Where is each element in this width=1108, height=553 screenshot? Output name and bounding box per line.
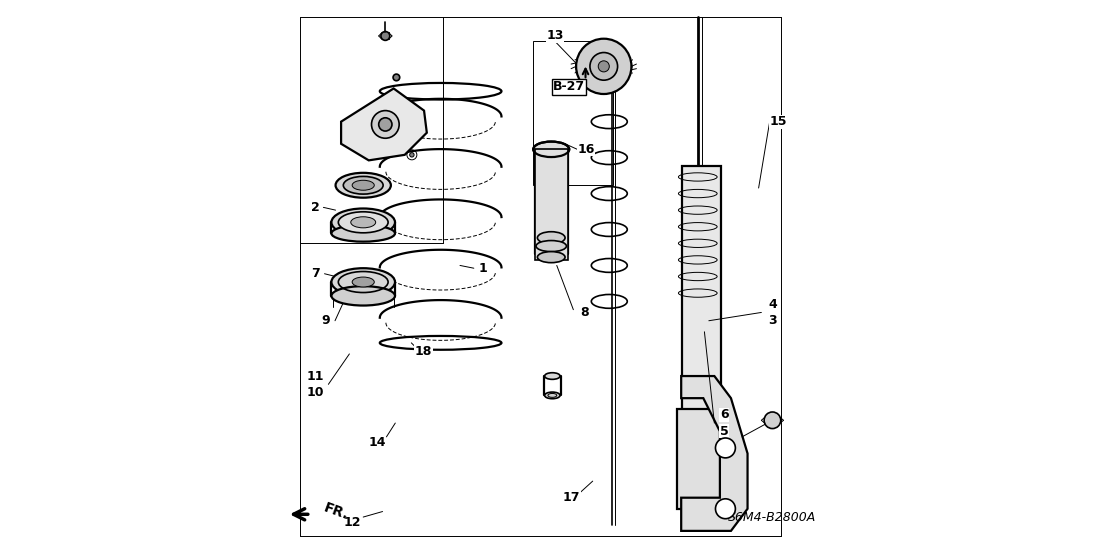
Text: 10: 10 (306, 386, 324, 399)
Circle shape (381, 32, 390, 40)
Text: 6: 6 (720, 408, 729, 421)
Circle shape (576, 39, 632, 94)
Ellipse shape (576, 55, 632, 77)
Text: 4: 4 (768, 298, 777, 311)
Text: 14: 14 (368, 436, 386, 449)
Text: 3: 3 (768, 314, 777, 327)
Circle shape (371, 111, 399, 138)
Text: 9: 9 (321, 314, 330, 327)
Ellipse shape (331, 225, 396, 242)
Text: 16: 16 (577, 143, 595, 156)
Ellipse shape (536, 241, 566, 252)
Ellipse shape (545, 392, 560, 399)
Polygon shape (681, 376, 748, 531)
Circle shape (716, 499, 736, 519)
Text: 12: 12 (343, 516, 361, 529)
Text: 11: 11 (306, 369, 324, 383)
Text: 2: 2 (310, 201, 319, 214)
Bar (683, 166, 721, 415)
Circle shape (589, 53, 617, 80)
Text: 1: 1 (479, 262, 488, 275)
Text: FR.: FR. (321, 500, 351, 523)
Ellipse shape (331, 268, 396, 296)
Text: S6M4-B2800A: S6M4-B2800A (728, 510, 817, 524)
Text: 13: 13 (546, 29, 564, 43)
Text: 17: 17 (563, 491, 581, 504)
Ellipse shape (331, 286, 396, 305)
FancyArrowPatch shape (294, 509, 308, 520)
Circle shape (410, 153, 414, 157)
Text: 18: 18 (414, 345, 432, 358)
Bar (677, 409, 727, 509)
Ellipse shape (351, 217, 376, 228)
Bar (535, 149, 567, 260)
Ellipse shape (533, 142, 570, 157)
Ellipse shape (537, 232, 565, 244)
Ellipse shape (331, 208, 396, 236)
Ellipse shape (338, 212, 388, 233)
Ellipse shape (336, 173, 391, 198)
Circle shape (765, 412, 781, 429)
Bar (533, 41, 613, 185)
Text: 8: 8 (581, 306, 588, 319)
Ellipse shape (343, 176, 383, 194)
Ellipse shape (352, 277, 375, 287)
Circle shape (716, 438, 736, 458)
Text: 7: 7 (310, 267, 319, 280)
Polygon shape (341, 88, 427, 160)
Ellipse shape (537, 252, 565, 263)
Ellipse shape (352, 180, 375, 190)
Ellipse shape (545, 373, 560, 379)
Text: 5: 5 (720, 425, 729, 438)
Circle shape (379, 118, 392, 131)
Text: B-27: B-27 (553, 80, 585, 93)
Circle shape (598, 61, 609, 72)
Text: 15: 15 (769, 115, 787, 128)
Circle shape (393, 74, 400, 81)
